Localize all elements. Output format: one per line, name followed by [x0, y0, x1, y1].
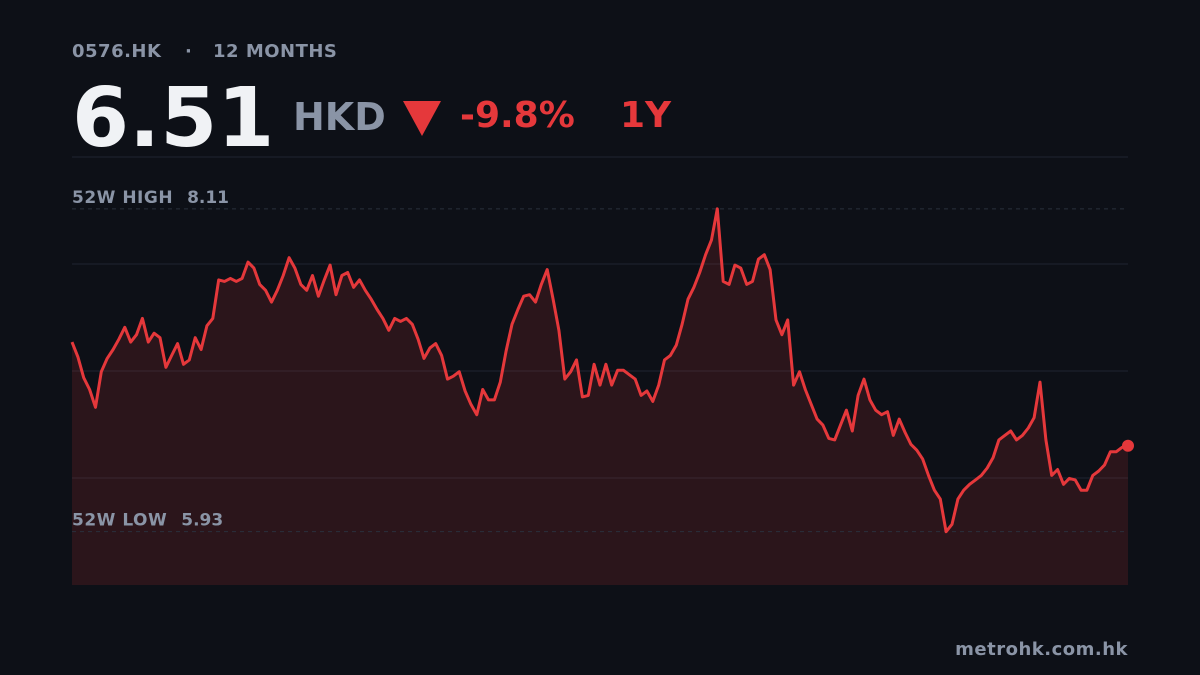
price-line: [70, 207, 1129, 534]
footer: metrohk.com.hk: [955, 639, 1128, 660]
low-value: 5.93: [181, 511, 223, 531]
down-arrow: [403, 101, 441, 136]
separator: ·: [185, 41, 192, 62]
price: 6.51: [72, 71, 274, 166]
range: 1Y: [620, 95, 672, 136]
period: 12 MONTHS: [213, 41, 337, 62]
currency: HKD: [293, 95, 386, 139]
high-label: 52W HIGH: [72, 188, 173, 208]
change: -9.8%: [460, 95, 575, 136]
area: [72, 208, 1128, 586]
low-label: 52W LOW: [72, 511, 167, 531]
last-point: [1122, 439, 1134, 452]
high-value: 8.11: [187, 188, 229, 208]
ticker: 0576.HK: [72, 41, 162, 62]
